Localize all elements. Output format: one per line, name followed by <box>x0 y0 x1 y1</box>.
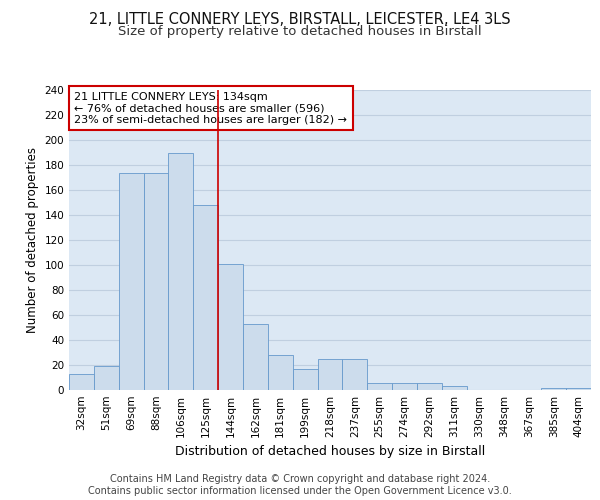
Bar <box>442 386 467 390</box>
Bar <box>417 382 442 390</box>
Bar <box>268 355 293 390</box>
Text: 21, LITTLE CONNERY LEYS, BIRSTALL, LEICESTER, LE4 3LS: 21, LITTLE CONNERY LEYS, BIRSTALL, LEICE… <box>89 12 511 28</box>
Bar <box>392 382 417 390</box>
Bar <box>243 324 268 390</box>
X-axis label: Distribution of detached houses by size in Birstall: Distribution of detached houses by size … <box>175 446 485 458</box>
Text: 21 LITTLE CONNERY LEYS: 134sqm
← 76% of detached houses are smaller (596)
23% of: 21 LITTLE CONNERY LEYS: 134sqm ← 76% of … <box>74 92 347 124</box>
Bar <box>119 172 143 390</box>
Y-axis label: Number of detached properties: Number of detached properties <box>26 147 39 333</box>
Bar <box>541 388 566 390</box>
Bar <box>343 359 367 390</box>
Text: Contains HM Land Registry data © Crown copyright and database right 2024.
Contai: Contains HM Land Registry data © Crown c… <box>88 474 512 496</box>
Bar <box>143 172 169 390</box>
Bar <box>317 359 343 390</box>
Bar <box>94 366 119 390</box>
Bar <box>367 382 392 390</box>
Bar <box>193 205 218 390</box>
Bar <box>69 374 94 390</box>
Bar <box>218 264 243 390</box>
Bar <box>169 152 193 390</box>
Text: Size of property relative to detached houses in Birstall: Size of property relative to detached ho… <box>118 25 482 38</box>
Bar <box>293 369 317 390</box>
Bar <box>566 388 591 390</box>
